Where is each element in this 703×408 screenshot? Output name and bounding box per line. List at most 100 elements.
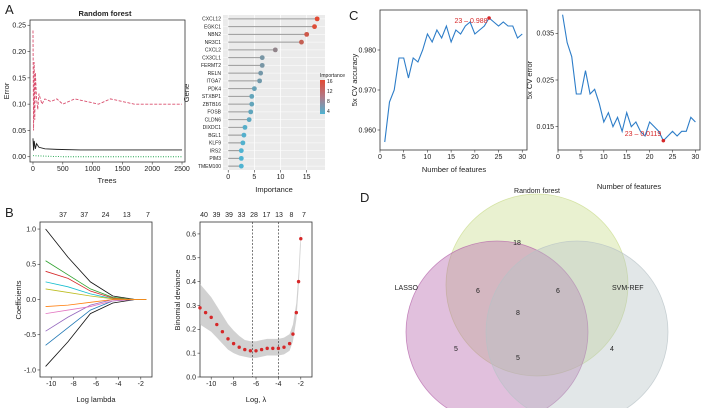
lasso-coef-y-tick-label: -0.5 <box>24 332 36 339</box>
rf-error-xlabel: Trees <box>98 176 117 185</box>
lasso-cv-top-tick: 13 <box>275 212 283 219</box>
importance-gene-label: BGL1 <box>208 133 221 139</box>
lasso-cv-point <box>254 349 258 353</box>
lasso-cv-point <box>198 306 202 310</box>
lasso-cv-chart: -10 -8 -6 -4 -2 0.0 0.1 0.2 0.3 0.4 0.5 0.6 40 39 39… <box>173 212 313 404</box>
svm-error-x-tick-label: 10 <box>600 154 608 161</box>
lasso-cv-point <box>287 341 292 346</box>
lasso-coef-top-tick: 37 <box>59 212 67 219</box>
importance-gene-label: NBN2 <box>208 32 222 38</box>
lasso-cv-y-tick-label: 0.6 <box>186 231 196 238</box>
lasso-cv-top-tick: 7 <box>302 212 306 219</box>
panel-label-a: A <box>5 2 14 17</box>
lasso-cv-point <box>276 346 281 351</box>
importance-point <box>251 86 257 92</box>
lasso-cv-top-tick: 39 <box>213 212 221 219</box>
svm-accuracy-frame <box>379 9 528 151</box>
lasso-coef-y-tick-label: 1.0 <box>26 226 36 233</box>
lasso-coef-chart: -10 -8 -6 -4 -2 -1.0-0.50.00.51.0 37 37 24 13 7 … <box>14 212 153 404</box>
svm-accuracy-line <box>384 17 523 143</box>
svm-accuracy-annotation: 23 – 0.988 <box>454 18 487 25</box>
importance-point <box>242 124 248 130</box>
svm-error-x-tick-label: 0 <box>556 154 560 161</box>
lasso-cv-point <box>282 345 286 349</box>
lasso-cv-x-tick-label: -2 <box>298 381 304 388</box>
importance-ylabel: Gene <box>182 84 191 102</box>
lasso-coef-x-tick-label: -8 <box>70 381 76 388</box>
importance-point <box>240 140 246 146</box>
svm-accuracy-series <box>384 16 523 143</box>
importance-legend-label: 4 <box>327 109 330 115</box>
rf-error-x-tick-label: 2500 <box>174 166 190 173</box>
svm-error-annotation: 23 – 0.0119 <box>625 131 662 138</box>
importance-point <box>246 117 252 123</box>
lasso-cv-point <box>248 349 253 353</box>
lasso-cv-top-tick: 40 <box>200 212 208 219</box>
rf-error-x-tick-label: 1500 <box>115 166 131 173</box>
lasso-cv-points <box>198 236 303 353</box>
lasso-cv-top-tick: 33 <box>238 212 246 219</box>
svm-error-chart: 0 5 10 15 20 25 30 0.015 0.025 0.035 23 – 0.0119… <box>525 9 701 191</box>
venn-label-svm-ref: SVM-REF <box>612 285 644 292</box>
lasso-cv-point <box>299 236 303 241</box>
importance-gene-label: RELN <box>208 71 222 77</box>
lasso-cv-x-ticks: -10 -8 -6 -4 -2 <box>206 377 304 388</box>
lasso-coef-series <box>45 228 147 367</box>
venn-label-random-forest: Random forest <box>514 188 560 195</box>
importance-gene-label: CX3CL1 <box>202 55 221 61</box>
importance-gene-label: FOSB <box>207 110 221 116</box>
lasso-coef-x-tick-label: -2 <box>138 381 144 388</box>
lasso-coef-y-tick-label: 0.0 <box>26 297 36 304</box>
svm-accuracy-y-tick-label: 0.960 <box>358 127 376 134</box>
lasso-cv-point <box>259 347 264 352</box>
svm-accuracy-x-tick-label: 30 <box>518 154 526 161</box>
importance-gene-label: IRS2 <box>210 148 221 154</box>
lasso-cv-point <box>231 341 236 346</box>
lasso-coef-y-ticks: -1.0 -0.5 0.0 0.5 1.0 <box>24 226 40 374</box>
svm-accuracy-x-tick-label: 10 <box>424 154 432 161</box>
importance-gene-label: CXCL2 <box>205 48 221 54</box>
lasso-cv-x-tick-label: -6 <box>253 381 259 388</box>
importance-legend-label: 16 <box>327 79 333 85</box>
panel-label-c: C <box>349 8 358 23</box>
svm-accuracy-ylabel: 5x CV accuracy <box>350 53 359 106</box>
lasso-cv-x-tick-label: -10 <box>206 381 216 388</box>
svm-accuracy-x-tick-label: 15 <box>447 154 455 161</box>
lasso-coef-x-ticks: -10 -8 -6 -4 -2 <box>46 377 144 388</box>
importance-point <box>238 163 244 169</box>
svm-accuracy-y-tick-label: 0.980 <box>358 47 376 54</box>
importance-point <box>241 132 247 138</box>
importance-legend-bar <box>320 80 325 114</box>
importance-x-tick-label: 0 <box>226 174 230 181</box>
venn-count-rf-svm: 6 <box>556 288 560 295</box>
lasso-cv-point <box>271 346 275 351</box>
svm-error-y-tick-label: 0.015 <box>536 124 554 131</box>
importance-gene-label: EGKC1 <box>204 24 221 30</box>
rf-error-x-tick-label: 1000 <box>85 166 101 173</box>
svm-error-x-tick-label: 5 <box>579 154 583 161</box>
lasso-cv-point <box>220 329 225 334</box>
svm-error-y-tick-label: 0.025 <box>536 77 554 84</box>
lasso-coef-y-tick-label: -1.0 <box>24 367 36 374</box>
importance-point <box>299 39 304 45</box>
venn-count-lasso-only: 5 <box>454 346 458 353</box>
lasso-cv-point <box>226 337 230 341</box>
rf-error-series-2 <box>32 155 183 158</box>
lasso-cv-top-tick: 28 <box>250 212 258 219</box>
rf-error-y-tick-label: 0.25 <box>12 23 26 30</box>
importance-gene-label: NR3C1 <box>205 40 222 46</box>
importance-gene-label: TMEM100 <box>198 164 221 170</box>
svm-error-x-tick-label: 25 <box>669 154 677 161</box>
lasso-coef-path-9 <box>45 299 147 307</box>
lasso-cv-point <box>294 310 299 315</box>
lasso-cv-top-tick: 17 <box>263 212 271 219</box>
rf-error-frame <box>29 19 186 163</box>
lasso-cv-xlabel: Log, λ <box>246 395 267 404</box>
rf-error-x-tick-label: 500 <box>57 166 69 173</box>
panel-label-d: D <box>360 190 369 205</box>
lasso-coef-path-3 <box>45 299 147 346</box>
importance-point <box>259 62 265 68</box>
importance-point <box>272 47 278 53</box>
importance-point <box>249 101 255 107</box>
